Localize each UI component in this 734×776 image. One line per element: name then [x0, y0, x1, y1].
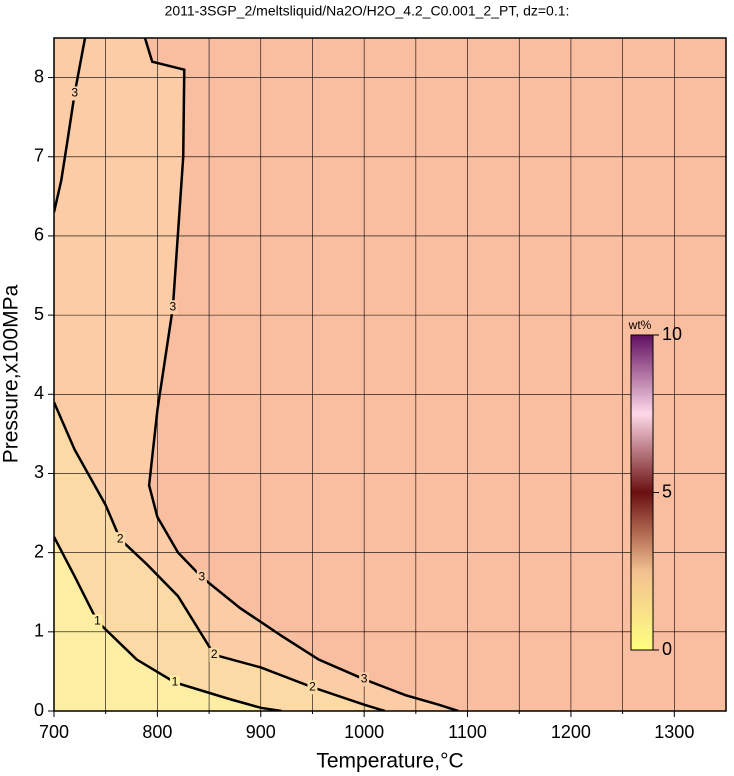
x-tick-label: 1200: [551, 722, 591, 742]
contour-label-bg: [209, 647, 220, 662]
colorbar-label: wt%: [628, 318, 652, 332]
contour-line: [54, 401, 386, 711]
plot-frame: [53, 37, 727, 712]
colorbar: [630, 334, 654, 651]
contour-label: 3: [170, 299, 177, 313]
y-axis-label: Pressure,x100MPa: [0, 284, 23, 463]
contour-label: 3: [71, 86, 78, 100]
contour-label-bg: [196, 570, 207, 585]
contour-fill: [54, 38, 282, 711]
contour-label: 2: [117, 531, 124, 545]
x-tick-label: 1000: [344, 722, 384, 742]
colorbar-tick-label: 5: [662, 481, 672, 501]
overlay: 3 3 3 3 2 2 2 1 1 700 800 900 1000 1100 1200 1300 0 1 2 3 4 5…: [34, 66, 694, 741]
contour-label-bg: [167, 300, 178, 315]
y-tick-label: 4: [34, 383, 44, 403]
x-tick-label: 1300: [654, 722, 694, 742]
y-tick-label: 0: [34, 700, 44, 720]
y-tick-label: 1: [34, 621, 44, 641]
y-tick-label: 8: [34, 66, 44, 86]
y-tick-label: 3: [34, 462, 44, 482]
x-tick-label: 900: [246, 722, 276, 742]
contour-label-bg: [307, 680, 318, 695]
y-tick-label: 6: [34, 225, 44, 245]
x-tick-label: 1100: [448, 722, 487, 742]
x-tick-label: 800: [142, 722, 172, 742]
chart-title: 2011-3SGP_2/meltsliquid/Na2O/H2O_4.2_C0.…: [165, 3, 570, 19]
contour-label: 3: [361, 672, 368, 686]
y-tick-label: 2: [34, 541, 44, 561]
contour-label-bg: [69, 86, 80, 101]
contour-label-bg: [359, 672, 370, 687]
contour-line: [54, 536, 282, 711]
contour-label: 2: [211, 647, 218, 661]
contour-label: 2: [309, 679, 316, 693]
contour-label: 3: [198, 569, 205, 583]
colorbar-tick-label: 10: [662, 324, 682, 344]
y-tick-label: 5: [34, 304, 44, 324]
contour-label-bg: [115, 532, 126, 547]
contour-fill: [54, 38, 459, 711]
contour-line: [143, 38, 459, 711]
plot-area: [54, 38, 726, 711]
contour-line: [54, 38, 87, 213]
x-axis-label: Temperature,°C: [316, 750, 463, 773]
colorbar-tick-label: 0: [662, 639, 672, 659]
contour-label-bg: [92, 614, 103, 629]
contour-label-bg: [169, 675, 180, 690]
contour-label: 1: [94, 614, 101, 628]
contour-label: 1: [172, 675, 179, 689]
x-tick-label: 700: [39, 722, 69, 742]
y-tick-label: 7: [34, 146, 44, 166]
